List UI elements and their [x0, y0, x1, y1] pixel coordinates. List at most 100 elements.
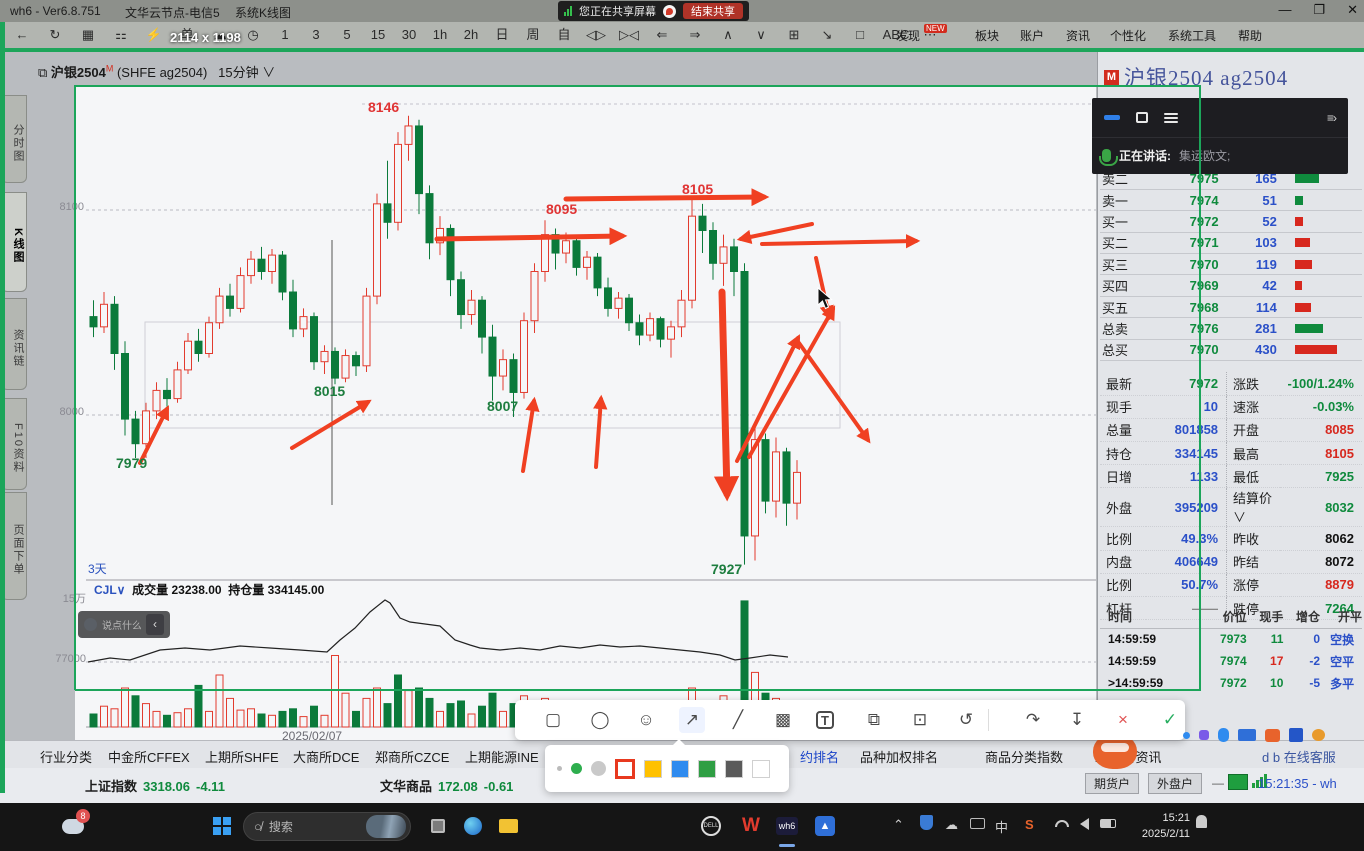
start-button[interactable] — [207, 811, 237, 841]
bird-icon[interactable] — [1312, 729, 1325, 741]
period-3-button[interactable]: 3 — [312, 27, 320, 42]
period-15-button[interactable]: 15 — [370, 27, 386, 42]
keyboard-icon[interactable] — [1238, 729, 1256, 741]
expand-icon[interactable]: ▷◁ — [619, 27, 639, 42]
layout-switch-icon[interactable]: ≡› — [1327, 110, 1337, 125]
chat-input-widget[interactable]: 说点什么... ‹ — [78, 611, 170, 638]
tick-table[interactable]: 时间 价位 现手 增仓 开平 14:59:59 7973 11 0 空换 14:59:59 7974 1… — [1100, 606, 1362, 694]
menu-icon[interactable] — [1164, 111, 1178, 125]
menu-6[interactable]: 帮助 — [1238, 29, 1263, 43]
abc-label-tool[interactable]: ABC — [882, 27, 910, 42]
emoji-tool[interactable]: ☺ — [637, 710, 655, 729]
undo-tool[interactable]: ↺ — [958, 710, 974, 729]
nav-大商所DCE[interactable]: 大商所DCE — [293, 750, 360, 765]
menu-2[interactable]: 账户 — [1020, 29, 1045, 43]
add-indicator-icon[interactable]: ⊞ — [788, 27, 800, 42]
search-input[interactable]: ○̸ 搜索 — [243, 812, 411, 841]
page-left-icon[interactable]: ⇐ — [656, 27, 668, 42]
period-周-button[interactable]: 周 — [526, 27, 540, 42]
ocr-tool[interactable]: ⊡ — [912, 710, 928, 729]
period-5-button[interactable]: 5 — [343, 27, 351, 42]
flash-icon[interactable]: ⚡ — [145, 27, 163, 42]
down-double-icon[interactable]: ∨ — [756, 27, 766, 42]
sidebar-tab-页面下单[interactable]: 页面下单 — [1, 492, 27, 600]
tray-chevron-icon[interactable]: ⌃ — [893, 817, 904, 832]
share-tool[interactable]: ↷ — [1025, 710, 1041, 729]
battery-icon[interactable] — [1100, 819, 1116, 828]
pointer-icon[interactable]: ↘ — [821, 27, 833, 42]
sidebar-tab-资讯链[interactable]: 资讯链 — [1, 298, 27, 390]
grid-apps-icon[interactable] — [1289, 728, 1303, 742]
speaker-icon[interactable] — [1080, 818, 1089, 830]
period-自-button[interactable]: 自 — [557, 27, 571, 42]
orderbook-row-买四[interactable]: 买四 7969 42 — [1100, 274, 1362, 297]
menu-5[interactable]: 系统工具 — [1168, 29, 1217, 43]
chat-placeholder[interactable]: 说点什么... — [102, 621, 141, 632]
confirm-tool[interactable]: ✓ — [1162, 710, 1178, 729]
line-tool[interactable]: ╱ — [732, 710, 744, 729]
compress-icon[interactable]: ◁▷ — [586, 27, 606, 42]
futures-account-button[interactable]: 期货户 — [1085, 773, 1139, 794]
ellipse-tool[interactable]: ◯ — [590, 710, 610, 729]
candlestick-chart[interactable] — [86, 88, 1096, 740]
close-tool[interactable]: × — [1118, 710, 1128, 729]
minimize-meeting-icon[interactable] — [1104, 115, 1120, 120]
wifi-icon[interactable] — [1055, 820, 1069, 827]
back-icon[interactable]: ← — [15, 27, 29, 42]
chart-header[interactable]: ⧉ 沪银2504M (SHFE ag2504) 15分钟 ∨ — [38, 62, 275, 81]
period-2h-button[interactable]: 2h — [463, 27, 479, 42]
nav-中金所CFFEX[interactable]: 中金所CFFEX — [108, 750, 190, 765]
arrow-tool[interactable]: ↗ — [679, 707, 705, 733]
mic-tray-icon[interactable] — [1218, 728, 1229, 742]
online-service-link[interactable]: d b 在线客服 — [1262, 750, 1336, 765]
orderbook-row-总卖[interactable]: 总卖 7976 281 — [1100, 317, 1362, 340]
stop-share-button[interactable]: 结束共享 — [683, 3, 743, 19]
nav-郑商所CZCE[interactable]: 郑商所CZCE — [375, 750, 450, 765]
order-icon[interactable]: 单 — [180, 27, 194, 42]
stroke-size-dot[interactable] — [591, 761, 606, 776]
menu-0[interactable]: 发现 — [896, 29, 921, 43]
dot-icon[interactable] — [1183, 731, 1190, 739]
shirt-icon[interactable] — [1265, 728, 1280, 742]
stroke-size-dot[interactable] — [557, 766, 562, 771]
color-swatch-ffc100[interactable] — [644, 759, 662, 778]
restore-window-icon[interactable] — [1136, 112, 1148, 123]
onedrive-icon[interactable]: ☁ — [945, 817, 958, 832]
close-button[interactable]: ✕ — [1347, 2, 1358, 17]
orderbook-row-买一[interactable]: 买一 7972 52 — [1100, 210, 1362, 233]
cloud-app-icon[interactable]: 8 — [58, 809, 90, 841]
period-1h-button[interactable]: 1h — [432, 27, 448, 42]
sidebar-tab-K线图[interactable]: K线图 — [1, 192, 27, 292]
chart-period-select[interactable]: 15分钟 ∨ — [218, 65, 276, 80]
nav-品种加权排名[interactable]: 品种加权排名 — [860, 750, 939, 765]
orderbook-row-买五[interactable]: 买五 7968 114 — [1100, 296, 1362, 319]
up-double-icon[interactable]: ∧ — [723, 27, 733, 42]
orderbook-row-卖一[interactable]: 卖一 7974 51 — [1100, 189, 1362, 212]
nav-商品分类指数[interactable]: 商品分类指数 — [985, 750, 1064, 765]
menu-4[interactable]: 个性化 — [1110, 29, 1147, 43]
visible-range-label[interactable]: 3天 — [88, 562, 107, 576]
pen-icon[interactable] — [1199, 730, 1209, 740]
orderbook-row-买三[interactable]: 买三 7970 119 — [1100, 253, 1362, 276]
collapse-button[interactable]: ‹ — [146, 614, 164, 635]
orderbook-row-买二[interactable]: 买二 7971 103 — [1100, 232, 1362, 255]
sidebar-tab-分时图[interactable]: 分时图 — [1, 95, 27, 183]
color-swatch-e8391f[interactable] — [615, 758, 635, 779]
color-swatch-ffffff[interactable] — [752, 759, 770, 778]
sidebar-tab-F10资料[interactable]: F10资料 — [1, 398, 27, 490]
grid-icon[interactable]: ▦ — [81, 27, 95, 42]
period-30-button[interactable]: 30 — [401, 27, 417, 42]
note-tool[interactable]: ⧉ — [867, 710, 881, 729]
edge-icon[interactable] — [458, 811, 488, 841]
cloud-icon[interactable]: ☁ — [213, 27, 227, 42]
color-swatch-5a5a5a[interactable] — [725, 759, 743, 778]
bell-icon[interactable]: ◷ — [247, 27, 259, 42]
nav-行业分类[interactable]: 行业分类 — [40, 750, 93, 765]
taskbar-clock[interactable]: 15:21 2025/2/11 — [1141, 812, 1190, 840]
wps-icon[interactable]: W — [742, 815, 760, 836]
nav-上期能源INE[interactable]: 上期能源INE — [465, 750, 539, 765]
period-1-button[interactable]: 1 — [281, 27, 289, 42]
foreign-account-button[interactable]: 外盘户 — [1148, 773, 1202, 794]
rect-tool[interactable]: ▢ — [544, 710, 562, 729]
page-right-icon[interactable]: ⇒ — [689, 27, 701, 42]
